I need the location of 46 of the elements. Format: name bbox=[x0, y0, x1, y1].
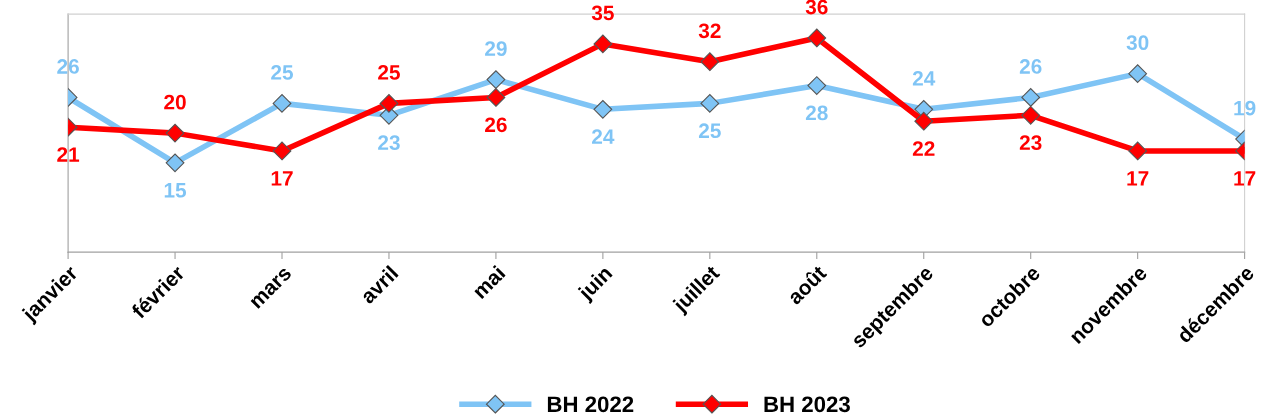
data-label: 24 bbox=[592, 129, 615, 144]
data-label: 22 bbox=[912, 141, 935, 156]
data-label: 35 bbox=[591, 5, 614, 21]
point bbox=[272, 141, 292, 161]
legend-label: BH 2023 bbox=[764, 396, 850, 413]
data-label: 26 bbox=[1019, 59, 1042, 74]
point bbox=[486, 70, 506, 89]
point bbox=[379, 93, 399, 113]
data-label: 17 bbox=[1127, 171, 1149, 186]
point bbox=[700, 93, 720, 113]
data-label: 25 bbox=[271, 65, 294, 80]
point bbox=[807, 76, 827, 95]
point bbox=[593, 99, 613, 119]
point bbox=[1128, 141, 1148, 161]
data-label: 25 bbox=[378, 65, 400, 80]
point bbox=[700, 52, 720, 72]
data-label: 36 bbox=[805, 0, 828, 15]
data-label: 23 bbox=[378, 135, 400, 151]
data-label: 21 bbox=[57, 147, 80, 162]
point bbox=[165, 153, 185, 173]
point bbox=[1128, 64, 1148, 84]
data-label: 28 bbox=[805, 105, 828, 121]
data-label: 24 bbox=[912, 71, 936, 86]
data-label: 15 bbox=[164, 183, 187, 198]
data-label: 32 bbox=[698, 23, 721, 39]
point bbox=[1021, 88, 1041, 107]
data-label: 26 bbox=[57, 59, 79, 74]
x-tick-label: juin bbox=[576, 264, 616, 305]
point bbox=[914, 111, 934, 131]
data-label: 20 bbox=[164, 94, 186, 110]
point bbox=[1021, 105, 1041, 125]
point bbox=[593, 34, 613, 54]
data-label: 17 bbox=[1234, 171, 1256, 186]
legend-label: BH 2022 bbox=[547, 396, 634, 413]
data-label: 29 bbox=[485, 41, 507, 57]
data-label: 30 bbox=[1126, 35, 1149, 51]
data-label: 25 bbox=[698, 123, 721, 139]
point bbox=[272, 93, 292, 113]
point bbox=[807, 28, 827, 48]
data-label: 26 bbox=[485, 117, 507, 133]
data-label: 19 bbox=[1234, 100, 1256, 116]
point bbox=[486, 88, 506, 107]
point bbox=[165, 123, 185, 143]
x-tick-label: mai bbox=[471, 264, 506, 300]
data-label: 17 bbox=[271, 171, 293, 186]
data-label: 23 bbox=[1019, 135, 1042, 151]
